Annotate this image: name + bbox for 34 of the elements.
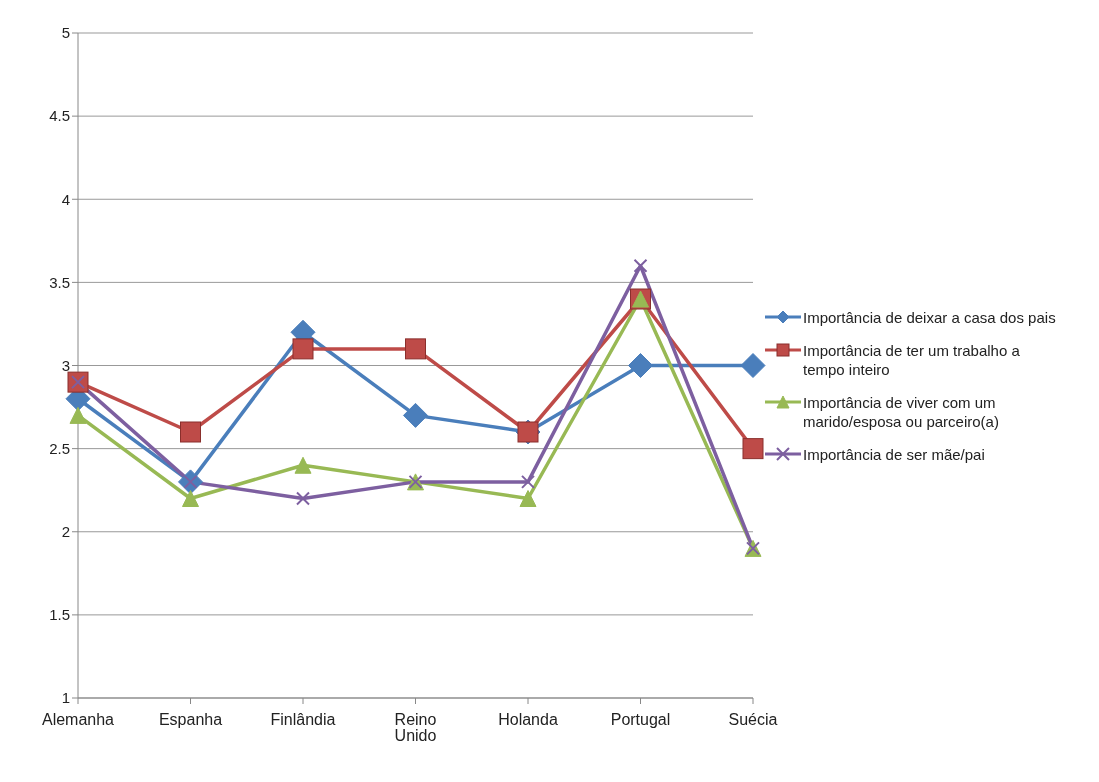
point: [296, 491, 310, 506]
point: [742, 438, 764, 460]
point: [403, 402, 428, 428]
x-tick-label: Suécia: [728, 711, 778, 729]
y-tick-label: 4: [61, 190, 70, 208]
x-tick-label: Finlândia: [270, 711, 336, 729]
x-tick-label: Alemanha: [41, 711, 115, 729]
x-tick-label: Espanha: [158, 711, 223, 729]
point: [633, 258, 648, 273]
point: [740, 353, 766, 378]
point: [521, 474, 535, 489]
x-tick-label: Holanda: [498, 711, 558, 729]
point: [69, 406, 87, 424]
y-tick-label: 1: [61, 689, 70, 707]
y-tick-label: 2.5: [49, 439, 70, 457]
point: [292, 338, 314, 360]
point: [294, 456, 312, 474]
legend-label: Importância de viver com um marido/esposa ou parceiro(a): [803, 393, 1000, 431]
y-tick-label: 3.5: [49, 273, 70, 291]
x-tick-label: Reino Unido: [394, 711, 437, 745]
point: [628, 353, 653, 378]
point: [180, 421, 201, 443]
point: [405, 338, 426, 360]
point: [519, 490, 537, 507]
y-tick-label: 5: [61, 24, 70, 42]
x-tick-label: Portugal: [610, 711, 671, 729]
legend-label: Importância de ter um trabalho a tempo inteiro: [803, 341, 1021, 379]
y-tick-label: 4.5: [49, 107, 70, 125]
y-tick-label: 1.5: [49, 606, 70, 624]
point: [182, 490, 199, 507]
y-tick-label: 2: [61, 523, 70, 541]
legend-label: Importância de deixar a casa dos pais: [803, 308, 1056, 327]
legend-label: Importância de ser mãe/pai: [803, 445, 985, 464]
y-tick-label: 3: [61, 356, 70, 374]
